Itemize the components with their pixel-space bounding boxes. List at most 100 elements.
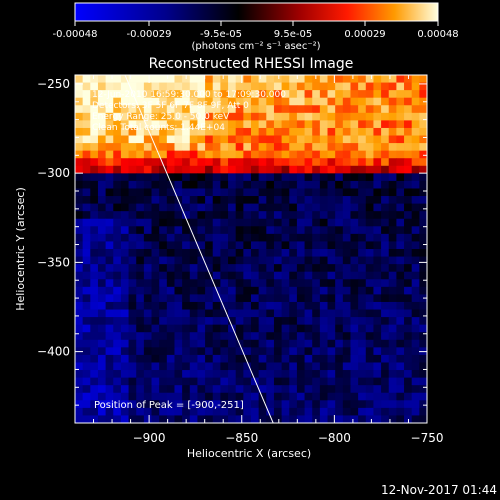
heatmap-cell xyxy=(228,211,237,220)
heatmap-cell xyxy=(365,339,374,348)
heatmap-cell xyxy=(296,203,305,212)
heatmap-cell xyxy=(136,158,145,167)
heatmap-cell xyxy=(113,339,122,348)
heatmap-cell xyxy=(273,271,283,280)
heatmap-cell xyxy=(174,150,183,159)
heatmap-cell xyxy=(82,415,91,423)
heatmap-cell xyxy=(327,362,336,371)
heatmap-cell xyxy=(243,309,252,318)
heatmap-cell xyxy=(258,120,267,129)
heatmap-cell xyxy=(304,180,313,189)
heatmap-cell xyxy=(159,324,168,333)
heatmap-cell xyxy=(251,332,260,341)
heatmap-cell xyxy=(350,400,359,409)
heatmap-cell xyxy=(327,97,336,106)
heatmap-cell xyxy=(251,362,260,371)
heatmap-cell xyxy=(197,218,206,227)
heatmap-cell xyxy=(419,256,427,265)
heatmap-cell xyxy=(404,392,413,401)
heatmap-cell xyxy=(105,370,114,379)
heatmap-cell xyxy=(312,173,321,182)
heatmap-cell xyxy=(197,377,206,386)
heatmap-cell xyxy=(143,150,152,159)
heatmap-cell xyxy=(419,127,427,136)
heatmap-cell xyxy=(143,370,152,379)
heatmap-cell xyxy=(151,241,160,250)
heatmap-cell xyxy=(143,203,152,212)
heatmap-cell xyxy=(182,120,191,129)
heatmap-cell xyxy=(82,218,91,227)
heatmap-cell xyxy=(365,264,374,273)
heatmap-cell xyxy=(220,332,229,341)
heatmap-cell xyxy=(296,97,305,106)
heatmap-cell xyxy=(128,173,137,182)
heatmap-cell xyxy=(120,370,129,379)
heatmap-cell xyxy=(281,188,290,197)
heatmap-cell xyxy=(258,211,267,220)
heatmap-cell xyxy=(266,226,275,235)
colorbar-gradient xyxy=(74,2,439,22)
heatmap-cell xyxy=(296,165,305,174)
heatmap-cell xyxy=(243,392,252,401)
heatmap-cell xyxy=(258,196,267,205)
heatmap-cell xyxy=(312,332,321,341)
heatmap-cell xyxy=(335,180,344,189)
heatmap-cell xyxy=(258,286,267,295)
heatmap-cell xyxy=(228,188,237,197)
heatmap-cell xyxy=(419,286,427,295)
heatmap-cell xyxy=(419,324,427,333)
heatmap-cell xyxy=(212,143,221,152)
heatmap-cell xyxy=(174,233,183,242)
heatmap-cell xyxy=(189,301,198,310)
heatmap-cell xyxy=(220,226,229,235)
heatmap-cell xyxy=(136,264,145,273)
heatmap-cell xyxy=(411,211,420,220)
heatmap-cell xyxy=(128,75,137,83)
heatmap-cell xyxy=(174,211,183,220)
heatmap-cell xyxy=(258,158,267,167)
heatmap-cell xyxy=(243,180,252,189)
heatmap-cell xyxy=(365,324,374,333)
heatmap-cell xyxy=(335,75,344,83)
heatmap-cell xyxy=(327,309,336,318)
heatmap-cell xyxy=(335,317,344,326)
heatmap-cell xyxy=(220,377,229,386)
y-tick-label: −300 xyxy=(37,166,70,180)
heatmap-cell xyxy=(243,286,252,295)
heatmap-cell xyxy=(228,317,237,326)
heatmap-cell xyxy=(404,90,413,99)
heatmap-cell xyxy=(273,286,283,295)
heatmap-cell xyxy=(342,233,351,242)
heatmap-cell xyxy=(205,196,214,205)
heatmap-cell xyxy=(304,75,313,83)
heatmap-cell xyxy=(304,377,313,386)
heatmap-cell xyxy=(128,279,137,288)
heatmap-cell xyxy=(205,249,214,257)
heatmap-cell xyxy=(82,188,91,197)
heatmap-cell xyxy=(335,339,344,348)
heatmap-cell xyxy=(189,347,198,356)
heatmap-cell xyxy=(273,370,283,379)
heatmap-cell xyxy=(281,385,290,394)
heatmap-cell xyxy=(197,324,206,333)
heatmap-cell xyxy=(105,385,114,394)
heatmap-cell xyxy=(404,264,413,273)
heatmap-cell xyxy=(335,112,344,121)
heatmap-cell xyxy=(319,150,328,159)
heatmap-cell xyxy=(289,203,298,212)
heatmap-cell xyxy=(159,241,168,250)
heatmap-cell xyxy=(143,362,152,371)
heatmap-cell xyxy=(296,264,305,273)
heatmap-cell xyxy=(296,241,305,250)
heatmap-cell xyxy=(304,82,313,91)
heatmap-cell xyxy=(143,112,152,121)
heatmap-cell xyxy=(90,188,99,197)
heatmap-cell xyxy=(281,415,290,423)
heatmap-cell xyxy=(82,112,91,121)
heatmap-cell xyxy=(220,203,229,212)
heatmap-cell xyxy=(128,203,137,212)
heatmap-cell xyxy=(296,377,305,386)
heatmap-cell xyxy=(327,249,336,257)
heatmap-cell xyxy=(419,135,427,144)
heatmap-cell xyxy=(128,143,137,152)
